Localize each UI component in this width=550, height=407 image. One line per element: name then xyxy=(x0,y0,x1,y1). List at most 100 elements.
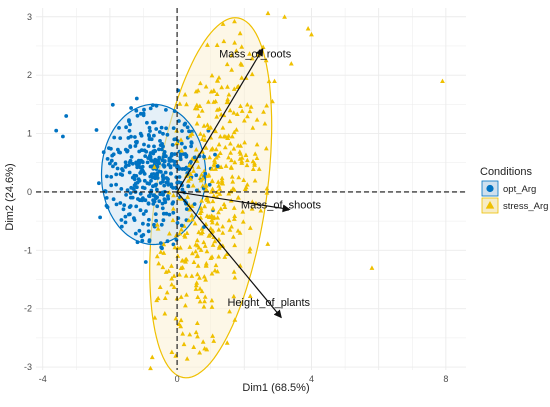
data-point-stress-arg xyxy=(247,246,253,251)
data-point-stress-arg xyxy=(225,84,230,89)
y-tick-label: -1 xyxy=(24,245,32,255)
data-point-stress-arg xyxy=(209,178,215,184)
data-point-stress-arg xyxy=(216,227,222,232)
data-point-stress-arg xyxy=(209,297,215,303)
data-point-stress-arg xyxy=(158,249,164,254)
data-point-stress-arg xyxy=(211,338,217,343)
data-point-stress-arg xyxy=(188,176,194,181)
data-point-stress-arg xyxy=(184,230,190,235)
data-point-stress-arg xyxy=(178,137,184,142)
data-point-stress-arg xyxy=(229,52,235,58)
data-point-stress-arg xyxy=(193,286,199,291)
data-point-stress-arg xyxy=(250,166,256,172)
data-point-opt-arg xyxy=(147,134,152,139)
data-point-opt-arg xyxy=(192,202,197,207)
data-point-opt-arg xyxy=(133,144,138,148)
data-point-opt-arg xyxy=(135,180,140,185)
data-point-stress-arg xyxy=(213,262,219,268)
data-point-stress-arg xyxy=(229,133,235,139)
data-point-stress-arg xyxy=(184,292,189,297)
data-point-stress-arg xyxy=(202,298,207,304)
data-point-stress-arg xyxy=(232,18,237,24)
data-point-opt-arg xyxy=(160,158,165,163)
data-point-opt-arg xyxy=(159,170,163,174)
data-point-stress-arg xyxy=(214,221,220,226)
data-point-stress-arg xyxy=(156,260,162,266)
data-point-opt-arg xyxy=(113,161,118,166)
data-point-stress-arg xyxy=(162,311,168,316)
data-point-opt-arg xyxy=(160,206,165,211)
data-point-stress-arg xyxy=(209,166,215,171)
data-point-opt-arg xyxy=(194,188,199,193)
data-point-stress-arg xyxy=(190,216,195,222)
data-point-stress-arg xyxy=(172,244,178,250)
data-point-stress-arg xyxy=(239,158,245,164)
data-point-stress-arg xyxy=(183,302,188,308)
data-point-stress-arg xyxy=(236,174,242,180)
data-point-stress-arg xyxy=(231,110,237,115)
data-point-stress-arg xyxy=(212,267,218,273)
data-point-stress-arg xyxy=(224,251,230,257)
x-tick-label: 0 xyxy=(175,374,180,384)
data-point-stress-arg xyxy=(174,140,180,146)
data-point-opt-arg xyxy=(177,119,181,123)
data-point-stress-arg xyxy=(249,206,255,211)
data-point-stress-arg xyxy=(212,238,218,244)
data-point-stress-arg xyxy=(213,166,218,171)
data-point-stress-arg xyxy=(209,219,215,225)
data-point-opt-arg xyxy=(152,199,157,204)
data-point-stress-arg xyxy=(254,155,260,161)
y-tick-label: 1 xyxy=(27,129,32,139)
data-point-stress-arg xyxy=(154,222,160,227)
data-point-stress-arg xyxy=(227,107,233,113)
data-point-stress-arg xyxy=(242,139,248,145)
data-point-opt-arg xyxy=(147,125,152,130)
data-point-stress-arg xyxy=(309,31,314,37)
data-point-stress-arg xyxy=(214,42,220,47)
data-point-opt-arg xyxy=(141,212,146,216)
data-point-opt-arg xyxy=(139,133,144,138)
data-point-stress-arg xyxy=(155,226,161,231)
data-point-stress-arg xyxy=(171,192,176,198)
data-point-stress-arg xyxy=(203,263,209,268)
data-point-stress-arg xyxy=(161,241,167,247)
data-point-opt-arg xyxy=(119,218,124,222)
data-point-opt-arg xyxy=(158,139,162,143)
data-point-opt-arg xyxy=(149,179,153,183)
data-point-opt-arg xyxy=(138,191,143,196)
data-point-opt-arg xyxy=(117,126,121,130)
data-point-stress-arg xyxy=(213,146,219,152)
data-point-stress-arg xyxy=(189,131,195,136)
data-point-opt-arg xyxy=(164,154,168,159)
data-point-opt-arg xyxy=(164,126,169,131)
data-point-stress-arg xyxy=(169,281,175,287)
data-point-stress-arg xyxy=(204,186,209,192)
data-point-stress-arg xyxy=(247,51,252,56)
data-point-opt-arg xyxy=(132,177,137,182)
data-point-stress-arg xyxy=(187,331,193,337)
data-point-stress-arg xyxy=(264,190,270,195)
data-point-stress-arg xyxy=(265,241,271,246)
data-point-opt-arg xyxy=(123,214,128,219)
data-point-stress-arg xyxy=(210,186,215,191)
data-point-stress-arg xyxy=(263,57,269,63)
data-point-stress-arg xyxy=(220,125,226,130)
data-point-stress-arg xyxy=(209,304,215,309)
data-point-opt-arg xyxy=(122,203,127,208)
data-point-opt-arg xyxy=(183,145,188,150)
data-point-stress-arg xyxy=(210,205,216,211)
data-point-opt-arg xyxy=(171,186,175,190)
data-point-stress-arg xyxy=(198,177,204,183)
data-point-stress-arg xyxy=(215,179,221,184)
data-point-stress-arg xyxy=(162,295,168,301)
data-point-stress-arg xyxy=(171,284,177,290)
data-point-opt-arg xyxy=(153,157,158,162)
data-point-opt-arg xyxy=(109,158,114,163)
y-tick-label: 0 xyxy=(27,187,32,197)
data-point-opt-arg xyxy=(147,181,152,186)
legend: Conditions opt_Arg stress_Arg xyxy=(480,166,548,214)
y-axis-label: Dim2 (24.6%) xyxy=(4,163,16,230)
data-point-opt-arg xyxy=(133,231,138,236)
data-point-stress-arg xyxy=(223,134,229,139)
data-point-stress-arg xyxy=(211,193,217,198)
